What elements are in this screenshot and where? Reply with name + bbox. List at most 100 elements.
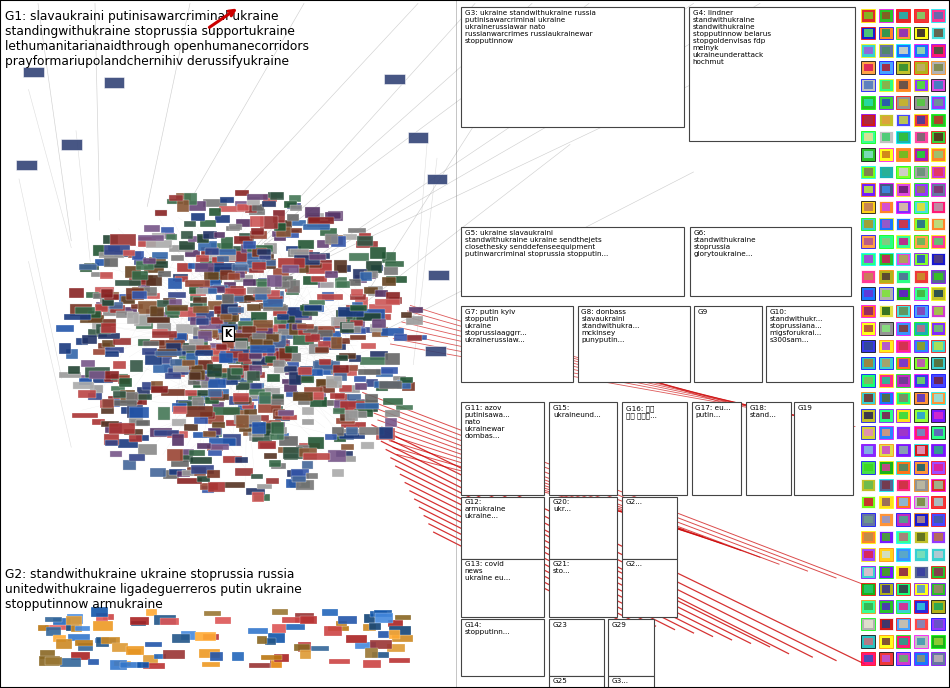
Bar xyxy=(879,322,893,334)
Bar xyxy=(370,323,382,332)
Bar xyxy=(934,203,942,211)
Bar xyxy=(799,260,809,275)
Bar xyxy=(882,411,890,419)
Bar xyxy=(289,480,301,486)
Bar xyxy=(663,369,674,380)
Bar xyxy=(661,54,667,66)
Bar xyxy=(879,218,893,230)
Bar xyxy=(914,340,928,352)
Bar xyxy=(217,334,233,340)
Bar xyxy=(828,61,840,77)
Bar xyxy=(711,341,717,348)
Bar xyxy=(934,620,942,627)
Bar xyxy=(319,228,336,236)
Bar xyxy=(814,281,821,291)
Bar xyxy=(226,226,240,231)
Bar xyxy=(605,39,612,51)
Bar xyxy=(332,469,344,477)
Bar xyxy=(291,205,302,211)
Bar xyxy=(185,347,204,354)
Bar xyxy=(606,101,611,109)
Bar xyxy=(276,351,291,361)
Bar xyxy=(325,234,338,244)
Bar xyxy=(862,496,876,508)
Bar xyxy=(303,277,324,285)
Bar xyxy=(732,61,743,77)
Bar xyxy=(645,532,655,539)
Bar xyxy=(650,263,656,272)
Bar xyxy=(787,40,798,56)
Bar xyxy=(775,105,783,116)
Bar xyxy=(68,634,90,641)
Bar xyxy=(158,323,171,335)
Bar xyxy=(275,277,293,289)
Bar xyxy=(841,281,848,291)
Bar xyxy=(366,394,378,402)
Bar xyxy=(574,529,593,541)
Bar xyxy=(476,338,487,350)
Bar xyxy=(470,116,475,124)
Bar xyxy=(284,383,297,391)
Bar xyxy=(566,116,571,124)
Bar xyxy=(660,545,675,557)
Bar xyxy=(178,347,194,354)
Bar xyxy=(864,603,873,610)
Bar xyxy=(864,203,873,211)
Bar xyxy=(931,131,945,144)
Bar xyxy=(346,365,358,372)
Bar xyxy=(840,451,852,463)
Bar xyxy=(604,469,614,476)
Bar xyxy=(318,221,330,228)
Bar xyxy=(828,102,840,118)
Bar xyxy=(247,304,261,310)
Bar xyxy=(810,451,823,463)
Bar xyxy=(733,263,740,272)
Bar xyxy=(518,84,523,96)
Bar xyxy=(507,666,519,672)
Bar xyxy=(379,427,392,439)
Bar xyxy=(825,451,837,463)
Bar xyxy=(178,400,199,408)
Bar xyxy=(862,183,876,195)
Bar xyxy=(108,245,121,252)
Text: G12:
armukraine
ukraine...: G12: armukraine ukraine... xyxy=(465,499,506,519)
Bar xyxy=(504,605,522,616)
Bar xyxy=(677,338,689,350)
Bar xyxy=(879,600,893,613)
Bar xyxy=(842,469,849,476)
Bar xyxy=(271,405,283,412)
Bar xyxy=(140,287,157,296)
Bar xyxy=(879,61,893,74)
Bar xyxy=(931,305,945,317)
Bar xyxy=(273,409,285,419)
Bar xyxy=(882,255,890,263)
Bar xyxy=(249,356,260,368)
Bar xyxy=(253,290,279,297)
Bar xyxy=(640,435,653,447)
Bar xyxy=(254,324,274,336)
Bar xyxy=(542,41,546,49)
Bar xyxy=(882,481,890,488)
Bar xyxy=(96,303,110,309)
Bar xyxy=(325,434,337,440)
Bar xyxy=(748,105,755,116)
Bar xyxy=(465,453,473,460)
Bar xyxy=(678,56,682,64)
Bar xyxy=(879,530,893,544)
Bar xyxy=(726,435,739,447)
Bar xyxy=(581,114,588,126)
Bar xyxy=(879,96,893,109)
Bar xyxy=(917,464,925,471)
Bar xyxy=(780,469,788,476)
Bar xyxy=(493,84,500,96)
Bar xyxy=(346,635,367,643)
Bar xyxy=(272,422,284,434)
Bar xyxy=(879,79,893,92)
Bar xyxy=(231,367,243,375)
Bar xyxy=(193,303,207,315)
Bar xyxy=(560,369,572,380)
Bar xyxy=(498,469,507,476)
Bar xyxy=(170,359,183,366)
Bar xyxy=(551,652,566,661)
Bar xyxy=(260,443,275,449)
